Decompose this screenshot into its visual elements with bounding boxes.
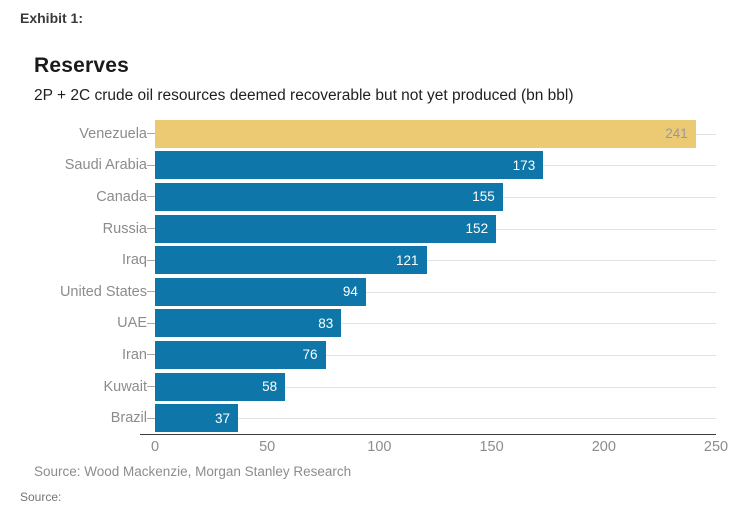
value-label: 152 <box>465 221 489 237</box>
chart-source-note: Source: Wood Mackenzie, Morgan Stanley R… <box>34 463 352 479</box>
category-tick <box>147 291 155 293</box>
value-label: 37 <box>214 410 231 426</box>
gridline <box>155 354 716 356</box>
chart-row: Russia 152 <box>34 213 716 245</box>
category-label: Iran <box>122 346 147 363</box>
x-tick-label: 250 <box>703 438 729 455</box>
category-tick <box>147 259 155 261</box>
bar-chart: Venezuela 241 Saudi Arabia 173 Canada 155 Russ… <box>34 118 728 457</box>
plot-cell: 76 <box>155 339 716 371</box>
value-label: 83 <box>318 315 334 331</box>
category-label: United States <box>59 283 147 300</box>
plot-cell: 94 <box>155 276 716 308</box>
chart-title: Reserves <box>34 54 130 77</box>
category-label: Venezuela <box>79 125 147 142</box>
bar: 241 <box>155 119 696 148</box>
bar: 83 <box>155 309 342 338</box>
chart-rows: Venezuela 241 Saudi Arabia 173 Canada 155 Russ… <box>34 118 716 434</box>
category-label: Kuwait <box>103 378 147 395</box>
bar: 155 <box>155 182 503 211</box>
category-tick <box>147 386 155 388</box>
plot-cell: 173 <box>155 150 716 182</box>
bar: 37 <box>155 404 239 433</box>
category-tick <box>147 322 155 324</box>
gridline <box>155 260 716 262</box>
value-label: 155 <box>472 189 495 205</box>
footer-source-label: Source: <box>20 490 62 504</box>
category-label: Brazil <box>110 410 147 427</box>
chart-row: UAE 83 <box>34 308 716 340</box>
chart-row: Saudi Arabia 173 <box>34 150 716 182</box>
gridline <box>155 291 716 293</box>
x-tick-label: 50 <box>259 438 276 455</box>
value-label: 121 <box>395 252 419 268</box>
category-tick <box>147 228 155 230</box>
category-label: Iraq <box>122 252 147 269</box>
category-label: UAE <box>117 315 147 332</box>
category-label: Russia <box>102 220 147 237</box>
chart-row: Brazil 37 <box>34 402 716 434</box>
value-label: 58 <box>262 379 278 395</box>
plot-cell: 121 <box>155 244 716 276</box>
plot-cell: 83 <box>155 308 716 340</box>
category-tick <box>147 196 155 198</box>
chart-card: Reserves 2P + 2C crude oil resources dee… <box>18 40 732 487</box>
plot-cell: 37 <box>155 402 716 434</box>
plot-cell: 58 <box>155 371 716 403</box>
value-label: 241 <box>665 126 688 142</box>
x-tick-label: 150 <box>479 438 504 455</box>
x-axis-ticks: 0 50 100 150 200 250 <box>151 435 728 457</box>
plot-cell: 241 <box>155 118 716 150</box>
chart-row: Canada 155 <box>34 181 716 213</box>
chart-row: Kuwait 58 <box>34 371 716 403</box>
chart-row: Venezuela 241 <box>34 118 716 150</box>
chart-subtitle: 2P + 2C crude oil resources deemed recov… <box>34 87 574 104</box>
bar: 173 <box>155 151 544 180</box>
x-tick-label: 0 <box>150 438 160 455</box>
plot-cell: 155 <box>155 181 716 213</box>
x-tick-label: 100 <box>367 438 392 455</box>
category-label: Canada <box>96 188 147 205</box>
bar: 152 <box>155 214 497 243</box>
bar: 94 <box>155 277 366 306</box>
category-tick <box>147 417 155 419</box>
bar: 121 <box>155 246 427 275</box>
bar: 58 <box>155 372 286 401</box>
value-label: 76 <box>302 347 318 363</box>
category-tick <box>147 164 155 166</box>
value-label: 173 <box>512 157 536 173</box>
bar: 76 <box>155 340 326 369</box>
chart-row: Iran 76 <box>34 339 716 371</box>
chart-row: United States 94 <box>34 276 716 308</box>
x-tick-label: 200 <box>591 438 616 455</box>
gridline <box>155 323 716 325</box>
category-label: Saudi Arabia <box>64 157 147 174</box>
plot-cell: 152 <box>155 213 716 245</box>
gridline <box>155 418 716 420</box>
value-label: 94 <box>342 284 358 300</box>
category-tick <box>147 354 155 356</box>
category-tick <box>147 133 155 135</box>
chart-row: Iraq 121 <box>34 244 716 276</box>
exhibit-label: Exhibit 1: <box>20 10 84 26</box>
x-axis-line <box>140 433 716 435</box>
gridline <box>155 386 716 388</box>
